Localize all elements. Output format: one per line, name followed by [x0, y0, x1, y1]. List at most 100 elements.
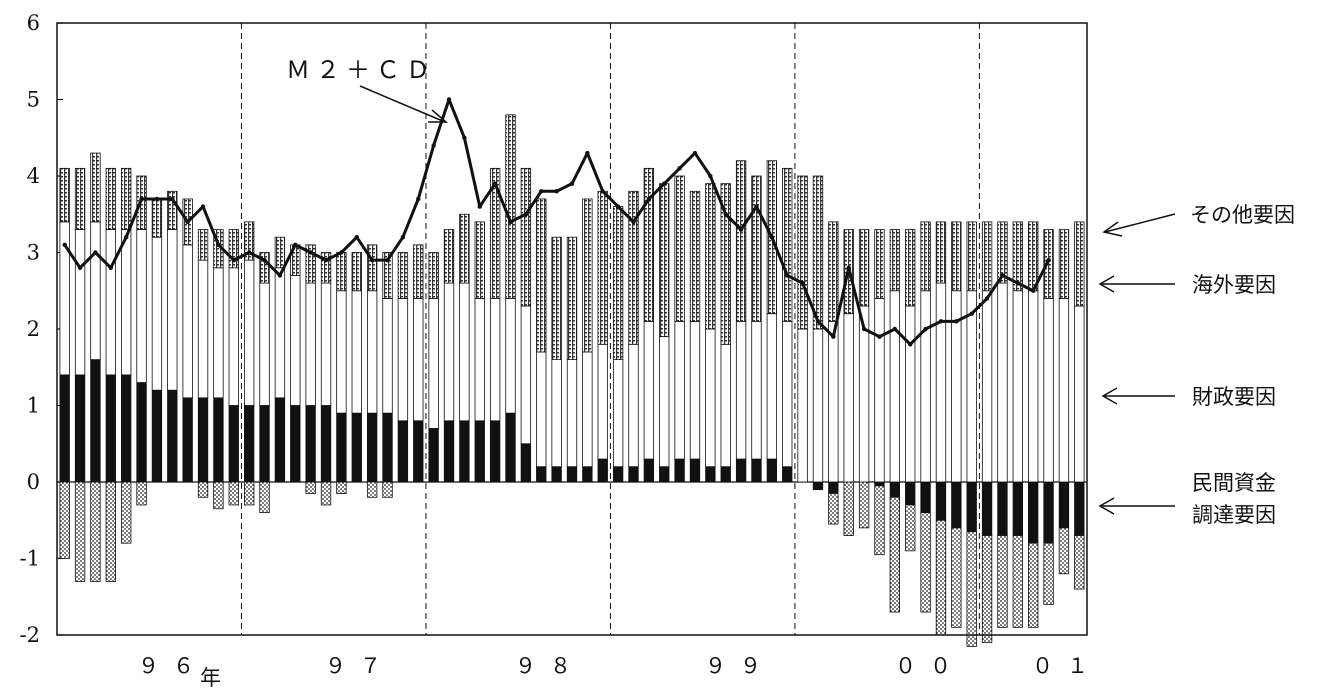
plot-frame — [56, 22, 1088, 636]
bar-segment-open — [428, 297, 439, 429]
bar-segment-dotted — [259, 481, 270, 514]
y-tick-label: 0 — [27, 470, 40, 494]
bar-segment-grid — [751, 175, 762, 322]
x-axis-labels: ９６ ９７ ９８ ９９ ００ ０１ 年 — [138, 654, 1102, 689]
x-year-label: ９７ — [325, 654, 395, 678]
bar-segment-grid — [997, 221, 1008, 284]
bar-segment-solid — [505, 412, 516, 483]
bar-segment-open — [443, 282, 455, 422]
bar-segment-solid — [90, 359, 101, 483]
bar-segment-solid — [213, 397, 224, 483]
bar-segment-open — [797, 328, 808, 483]
m2cd-point — [185, 219, 190, 225]
bar-segment-solid — [643, 458, 655, 483]
m2cd-point — [308, 250, 313, 255]
bar-segment-dotted — [858, 481, 870, 529]
m2cd-point — [984, 296, 990, 301]
bar-segment-grid — [397, 252, 409, 299]
bar-segment-solid — [735, 458, 747, 483]
bar-segment-grid — [659, 183, 670, 338]
bar-segment-open — [874, 297, 885, 483]
bar-segment-open — [459, 282, 470, 422]
bar-segment-grid — [74, 167, 86, 230]
bar-segment-solid — [612, 466, 624, 483]
bar-segment-grid — [812, 175, 824, 330]
bar-segment-solid — [305, 405, 316, 483]
m2cd-point — [877, 334, 882, 339]
m2cd-point — [846, 265, 851, 270]
bar-segment-grid — [597, 190, 608, 345]
m2cd-annotation-arrow — [359, 85, 449, 123]
bar-segment-dotted — [90, 481, 101, 582]
bar-segment-open — [674, 320, 685, 460]
side-label-fiscal-text: 財政要因 — [1192, 385, 1276, 409]
bar-segment-open — [966, 290, 977, 483]
bar-segment-solid — [628, 466, 639, 483]
bar-segment-grid — [336, 252, 347, 292]
bar-segment-solid — [981, 481, 993, 536]
bar-segment-open — [905, 305, 916, 483]
bar-segment-solid — [1028, 481, 1039, 544]
bar-segment-grid — [612, 206, 624, 361]
bar-segment-solid — [489, 420, 501, 483]
bar-segment-dotted — [320, 481, 332, 506]
bar-segment-open — [121, 229, 132, 376]
bar-segment-grid — [935, 221, 947, 284]
bar-segment-grid — [735, 160, 747, 322]
bar-segment-solid — [474, 420, 485, 483]
bar-segment-dotted — [966, 531, 977, 647]
y-tick-label: 6 — [27, 11, 40, 35]
m2cd-line-group — [62, 97, 1051, 347]
bar-segment-dotted — [1074, 535, 1085, 590]
bar-segment-dotted — [935, 519, 947, 636]
m2cd-point — [1000, 273, 1005, 278]
bar-segment-solid — [935, 481, 947, 521]
y-tick-label: -1 — [20, 547, 40, 571]
bar-segment-solid — [397, 420, 409, 483]
bar-segment-solid — [689, 458, 701, 483]
bar-segment-solid — [1058, 481, 1070, 529]
bar-segment-solid — [228, 405, 239, 483]
bar-segment-solid — [382, 412, 393, 483]
bar-segment-open — [505, 297, 516, 414]
bar-segment-solid — [905, 481, 916, 506]
m2cd-point — [139, 196, 144, 202]
bar-segment-grid — [366, 244, 378, 292]
bar-segment-open — [735, 320, 747, 460]
bar-segment-dotted — [920, 512, 931, 613]
bar-segment-open — [413, 297, 424, 422]
bar-segment-solid — [320, 405, 332, 483]
bar-segment-solid — [59, 374, 70, 483]
bar-segment-open — [536, 351, 547, 468]
bar-segment-grid — [981, 221, 993, 292]
x-year-label: ０１ — [1032, 654, 1102, 678]
x-unit-label: 年 — [200, 666, 221, 689]
m2cd-point — [954, 319, 959, 324]
bar-segment-grid — [889, 229, 901, 292]
bar-segment-open — [628, 343, 639, 468]
bar-segment-solid — [536, 466, 547, 483]
side-label-private-text-2: 調達要因 — [1192, 503, 1276, 527]
bar-segment-dotted — [981, 535, 993, 644]
bar-segment-solid — [121, 374, 132, 483]
bar-segment-grid — [720, 183, 731, 345]
bar-segment-open — [74, 229, 86, 376]
bar-segment-grid — [320, 252, 332, 284]
bar-segment-solid — [290, 405, 301, 483]
m2cd-point — [861, 326, 867, 332]
bar-segment-grid — [966, 221, 977, 292]
bar-segment-open — [935, 282, 947, 483]
m2cd-point — [62, 242, 67, 248]
bar-segment-dotted — [1058, 527, 1070, 575]
bar-segment-open — [597, 343, 608, 460]
bar-segment-grid — [874, 229, 885, 299]
m2cd-point — [785, 273, 790, 278]
bar-segment-solid — [551, 466, 562, 483]
bar-segment-grid — [443, 229, 455, 284]
m2cd-point — [723, 212, 728, 217]
bar-segment-dotted — [1028, 542, 1039, 628]
bar-segment-grid — [489, 167, 501, 299]
m2cd-point — [969, 311, 974, 316]
bar-segment-open — [782, 320, 793, 468]
bar-segment-open — [551, 359, 562, 468]
